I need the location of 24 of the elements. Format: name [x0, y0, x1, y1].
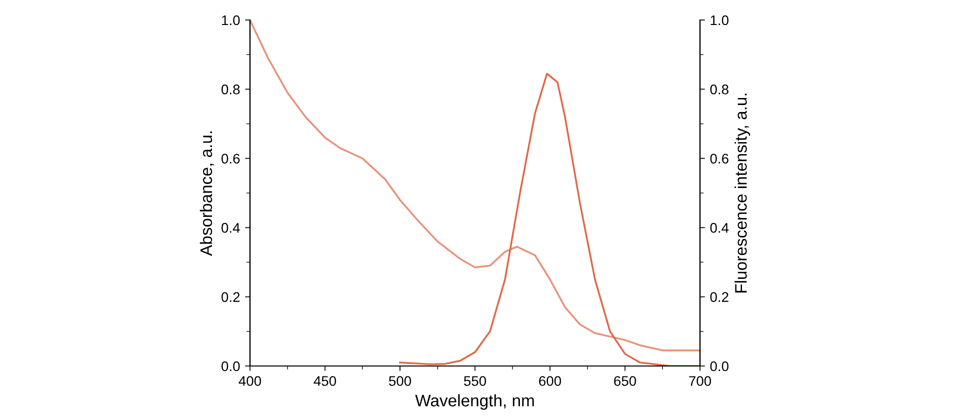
- x-tick-label: 650: [614, 376, 636, 386]
- x-tick-label: 400: [238, 376, 262, 386]
- y-tick-label: 1.0: [222, 15, 240, 26]
- y-axis-title: Absorbance, a.u.: [200, 132, 214, 256]
- y-tick-label: 0.4: [222, 222, 240, 233]
- y2-tick-label: 0.2: [710, 292, 728, 302]
- y-tick-label: 0.6: [222, 154, 240, 164]
- y2-tick-label: 0.8: [710, 84, 728, 94]
- y2-tick-label: 0.0: [710, 361, 728, 372]
- y-tick-label: 0.0: [222, 361, 240, 372]
- line-series: [250, 20, 700, 352]
- y-tick-label: 0.2: [222, 292, 240, 302]
- x-tick-label: 450: [314, 376, 336, 386]
- x-axis-title: Wavelength, nm: [415, 394, 534, 410]
- y-tick-label: 0.8: [222, 84, 240, 94]
- x-tick-label: 550: [464, 376, 486, 386]
- x-tick-label: 500: [388, 376, 412, 386]
- y2-tick-label: 0.6: [710, 154, 728, 164]
- x-tick-label: 600: [539, 376, 562, 386]
- y2-tick-label: 0.4: [710, 222, 729, 233]
- y2-tick-label: 1.0: [710, 15, 728, 26]
- line-series: [399, 72, 700, 366]
- x-tick-label: 700: [689, 376, 712, 386]
- y2-axis-title: Fluorescence intensity, a.u.: [734, 94, 750, 292]
